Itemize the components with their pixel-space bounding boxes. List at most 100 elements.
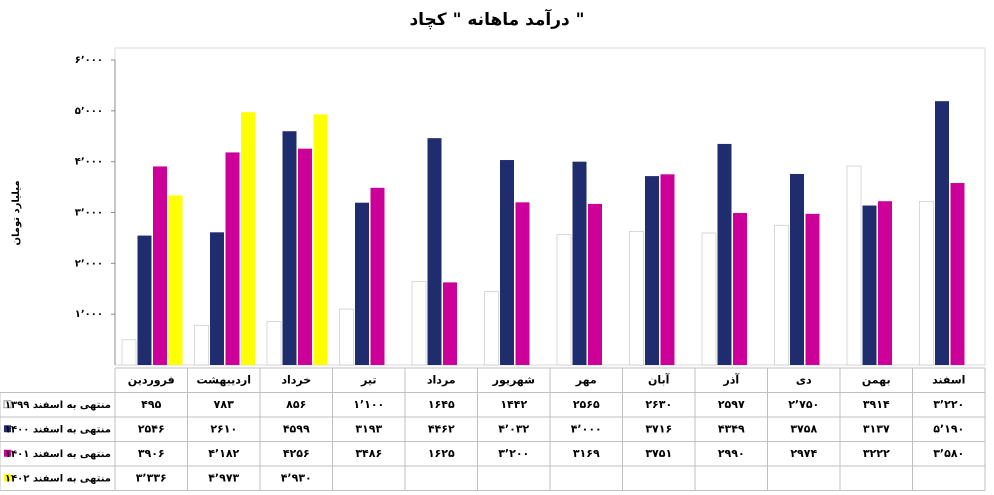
- x-tick-label: مهر: [575, 373, 597, 386]
- table-value: ۳٬۳۳۶: [136, 471, 167, 484]
- bar: [339, 308, 354, 366]
- bar: [411, 281, 427, 366]
- table-value: ۴۴۶۲: [428, 422, 455, 435]
- y-tick-label: ۴٬۰۰۰: [75, 157, 103, 168]
- x-tick-label: دی: [796, 373, 812, 386]
- x-tick-label: تیر: [360, 373, 376, 386]
- bar: [701, 232, 717, 366]
- legend-label: منتهی به اسفند ۱۳۹۹: [5, 400, 111, 411]
- x-tick-label: شهریور: [492, 373, 535, 386]
- table-value: ۲۹۹۰: [718, 447, 745, 460]
- chart-title: درآمد ماهانه " کچاد ": [409, 8, 584, 30]
- legend-swatch: [4, 449, 11, 457]
- bar: [629, 231, 644, 366]
- table-value: ۲۵۶۵: [573, 398, 600, 411]
- bar: [121, 339, 137, 366]
- bar: [282, 131, 297, 365]
- table-value: ۴۳۴۹: [718, 422, 745, 435]
- bar: [313, 114, 328, 366]
- y-axis-label: میلیارد تومان: [11, 180, 22, 245]
- table-value: ۳٬۲۰۰: [498, 447, 529, 460]
- table-value: ۴٬۹۳۰: [281, 471, 312, 484]
- bar: [515, 202, 530, 365]
- bar: [168, 195, 183, 365]
- bar: [645, 176, 659, 365]
- table-value: ۱٬۱۰۰: [353, 398, 384, 411]
- bar: [225, 152, 240, 365]
- table-value: ۲۵۴۶: [138, 422, 165, 435]
- y-tick-label: ۵٬۰۰۰: [75, 106, 103, 117]
- legend-label: منتهی به اسفند ۱۴۰۱: [5, 449, 111, 460]
- table-value: ۳٬۵۸۰: [933, 447, 964, 460]
- table-value: ۵٬۱۹۰: [933, 422, 964, 435]
- table-value: ۴۵۹۹: [283, 422, 310, 435]
- bar: [862, 205, 877, 365]
- y-tick-label: ۱٬۰۰۰: [75, 309, 103, 320]
- table-value: ۴٬۰۳۲: [498, 422, 529, 435]
- bar: [935, 101, 949, 366]
- table-value: ۳٬۲۲۰: [933, 398, 964, 411]
- x-tick-label: بهمن: [862, 373, 891, 386]
- x-tick-label: خرداد: [281, 373, 311, 386]
- bar: [774, 224, 789, 366]
- x-tick-label: مرداد: [427, 373, 456, 386]
- bar: [194, 324, 209, 366]
- legend-label: منتهی به اسفند ۱۴۰۰: [5, 424, 111, 435]
- table-value: ۲۶۱۰: [210, 422, 237, 435]
- bar: [556, 234, 572, 366]
- table-value: ۷۸۳: [214, 398, 234, 411]
- table-value: ۳۷۱۶: [645, 422, 672, 435]
- table-value: ۳۴۸۶: [355, 447, 382, 460]
- table-value: ۴۹۵: [141, 398, 161, 411]
- y-tick-label: ۲٬۰۰۰: [75, 258, 103, 269]
- table-value: ۳۷۵۸: [790, 422, 817, 435]
- bar: [484, 291, 499, 366]
- table-value: ۱۶۴۵: [428, 398, 455, 411]
- y-tick-label: ۶٬۰۰۰: [75, 55, 103, 66]
- bar: [137, 235, 152, 365]
- bar: [266, 321, 282, 366]
- table-value: ۴٬۱۸۲: [208, 447, 239, 460]
- x-tick-label: اردیبهشت: [197, 373, 251, 386]
- x-tick-label: آبان: [648, 372, 670, 386]
- table-value: ۳۹۰۶: [138, 447, 165, 460]
- table-value: ۲۶۳۰: [645, 398, 672, 411]
- legend-label: منتهی به اسفند ۱۴۰۲: [5, 473, 111, 484]
- table-value: ۳۷۵۱: [645, 447, 672, 460]
- bar: [355, 202, 369, 365]
- bar: [846, 165, 862, 366]
- table-value: ۳۱۳۷: [863, 422, 890, 435]
- bar: [153, 166, 167, 365]
- bar: [805, 213, 820, 365]
- table-value: ۸۵۶: [286, 398, 306, 411]
- table-value: ۲۹۷۴: [790, 447, 817, 460]
- legend-swatch: [4, 425, 11, 433]
- bar: [443, 282, 457, 365]
- bar: [241, 112, 255, 365]
- table-value: ۴٬۰۰۰: [571, 422, 602, 435]
- bar: [878, 201, 892, 365]
- bar: [919, 201, 934, 366]
- table-value: ۳۱۶۹: [573, 447, 600, 460]
- bar: [572, 161, 587, 365]
- table-value: ۳۲۲۲: [863, 447, 890, 460]
- y-tick-label: ۳٬۰۰۰: [75, 208, 103, 219]
- legend-swatch: [4, 474, 11, 482]
- table-value: ۲۵۹۷: [718, 398, 745, 411]
- bar: [790, 173, 804, 365]
- table-value: ۲٬۷۵۰: [788, 398, 819, 411]
- table-value: ۴۲۵۶: [283, 447, 310, 460]
- bar: [298, 148, 312, 365]
- bar: [210, 232, 224, 365]
- legend-swatch: [3, 400, 12, 409]
- table-value: ۳۱۹۳: [355, 422, 382, 435]
- table-value: ۱۴۴۲: [500, 398, 527, 411]
- x-tick-label: آذر: [722, 372, 739, 386]
- bar: [588, 203, 602, 365]
- table-value: ۴٬۹۷۳: [208, 471, 239, 484]
- bar: [370, 187, 385, 365]
- x-tick-label: فروردین: [128, 373, 175, 386]
- table-value: ۳۹۱۴: [863, 398, 890, 411]
- bar: [733, 213, 747, 365]
